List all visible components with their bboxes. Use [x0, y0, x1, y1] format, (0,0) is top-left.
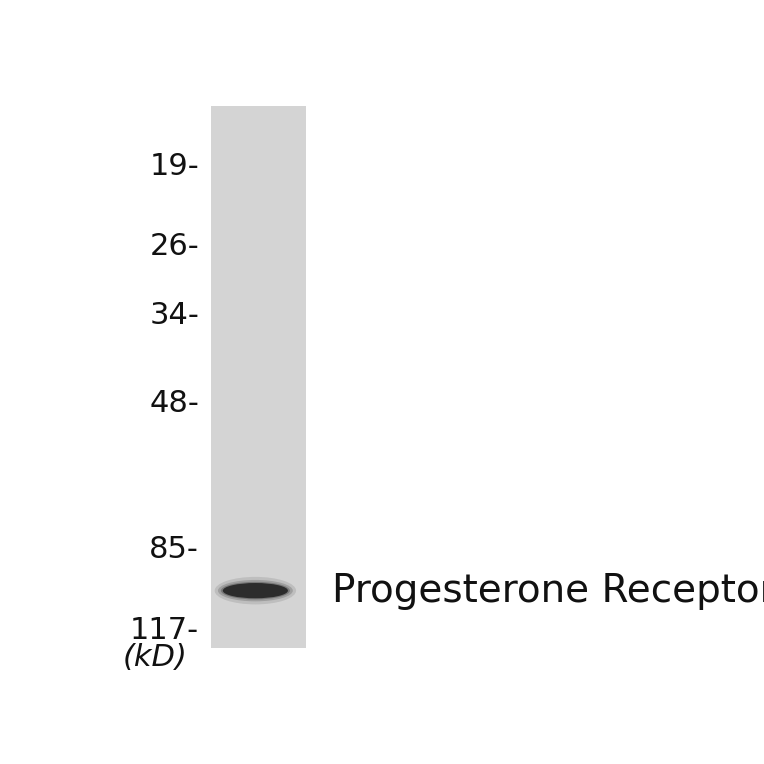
Ellipse shape	[221, 582, 290, 600]
Text: 19-: 19-	[150, 152, 199, 181]
Text: 85-: 85-	[149, 535, 199, 564]
Text: 117-: 117-	[130, 617, 199, 646]
Text: 26-: 26-	[150, 232, 199, 261]
Text: Progesterone Receptor: Progesterone Receptor	[332, 571, 764, 610]
Bar	[211, 106, 306, 648]
Text: 48-: 48-	[149, 389, 199, 418]
Ellipse shape	[223, 583, 288, 598]
Text: 34-: 34-	[149, 301, 199, 330]
Ellipse shape	[218, 580, 293, 601]
Text: (kD): (kD)	[122, 643, 187, 672]
Ellipse shape	[215, 577, 296, 604]
